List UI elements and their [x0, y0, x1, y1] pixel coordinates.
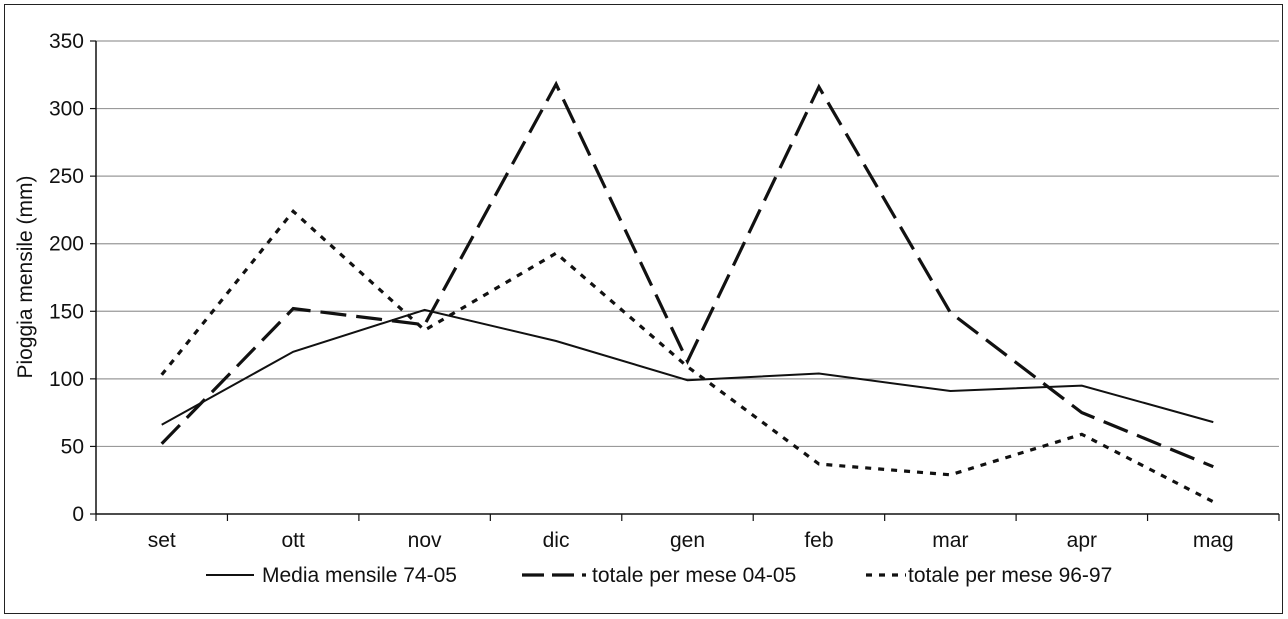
y-tick-label: 300 [49, 98, 84, 121]
y-axis-title: Pioggia mensile (mm) [14, 175, 37, 378]
x-tick-label: feb [804, 529, 833, 552]
chart-frame [4, 4, 1283, 614]
x-tick-label: gen [670, 529, 705, 552]
series-line-2 [160, 80, 1214, 469]
y-tick-labels: 0 50 100 150 200 250 300 350 [49, 30, 84, 526]
y-tick-label: 0 [72, 503, 84, 526]
x-tick-labels: set ott nov dic gen feb mar apr mag [148, 529, 1234, 552]
y-tick-label: 200 [49, 233, 84, 256]
series-line-3 [160, 208, 1215, 504]
series-lines [160, 80, 1215, 504]
x-tick-label: apr [1067, 529, 1097, 552]
legend-label-2: totale per mese 04-05 [592, 564, 796, 587]
x-tick-label: ott [281, 529, 305, 552]
legend-label-1: Media mensile 74-05 [262, 564, 457, 587]
series-line-1 [161, 308, 1214, 426]
x-tick-label: nov [408, 529, 442, 552]
y-tick-label: 50 [61, 435, 84, 458]
axes [90, 40, 1280, 521]
x-tick-label: set [148, 529, 176, 552]
y-tick-label: 100 [49, 368, 84, 391]
y-tick-label: 150 [49, 300, 84, 323]
y-tick-label: 350 [49, 30, 84, 53]
gridlines [96, 40, 1279, 448]
y-tick-label: 250 [49, 165, 84, 188]
x-tick-label: mag [1193, 529, 1234, 552]
x-tick-label: dic [543, 529, 570, 552]
legend: Media mensile 74-05 totale per mese 04-05… [206, 564, 1112, 587]
x-tick-label: mar [932, 529, 968, 552]
legend-label-3: totale per mese 96-97 [908, 564, 1112, 587]
